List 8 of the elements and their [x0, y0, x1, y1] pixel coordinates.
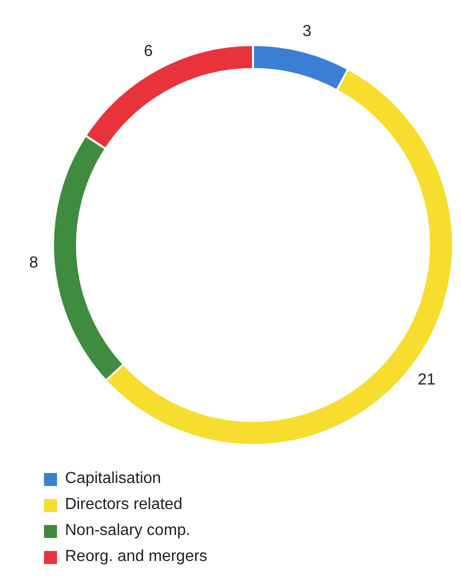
data-label: 21 — [418, 372, 436, 389]
data-label: 6 — [144, 43, 153, 60]
legend-label: Non-salary comp. — [65, 521, 190, 541]
data-label: 3 — [302, 23, 312, 40]
legend-label: Capitalisation — [65, 469, 162, 489]
legend-label: Directors related — [65, 495, 182, 515]
legend-label: Reorg. and mergers — [65, 547, 208, 567]
data-label: 8 — [29, 254, 38, 272]
